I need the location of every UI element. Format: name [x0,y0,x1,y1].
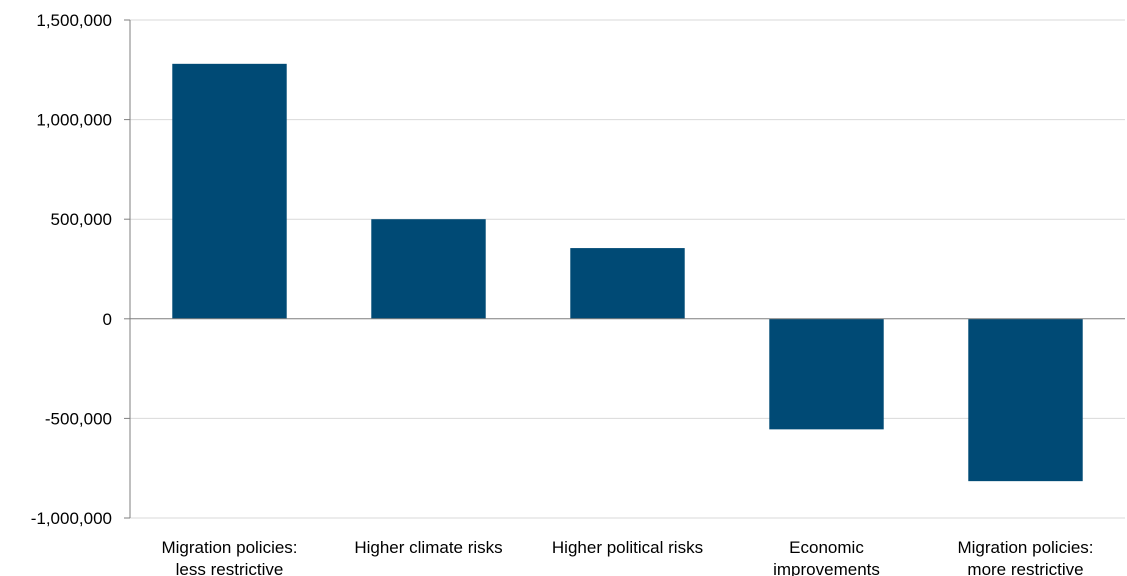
y-tick-labels: -1,000,000 -500,000 0 500,000 1,000,000 1,500… [31,11,112,528]
axes [124,19,1125,519]
y-tick-label: 1,500,000 [36,11,112,30]
category-label: Migration policies: less restrictive [161,538,297,576]
category-label: Higher political risks [552,538,703,557]
category-label: Higher climate risks [354,538,502,557]
bar [172,63,287,319]
bars [172,63,1083,482]
gridlines [130,19,1125,519]
y-tick-label: 500,000 [51,210,112,229]
bar [769,318,884,430]
category-label: Economic improvements [773,538,880,576]
y-tick-label: 0 [103,310,112,329]
category-label: Migration policies: more restrictive [957,538,1093,576]
category-labels: Migration policies: less restrictive Highe… [161,538,1093,576]
y-tick-label: 1,000,000 [36,111,112,130]
y-tick-label: -500,000 [45,409,112,428]
bar [968,318,1083,482]
bar [371,219,486,319]
y-tick-label: -1,000,000 [31,509,112,528]
bar [570,248,685,319]
